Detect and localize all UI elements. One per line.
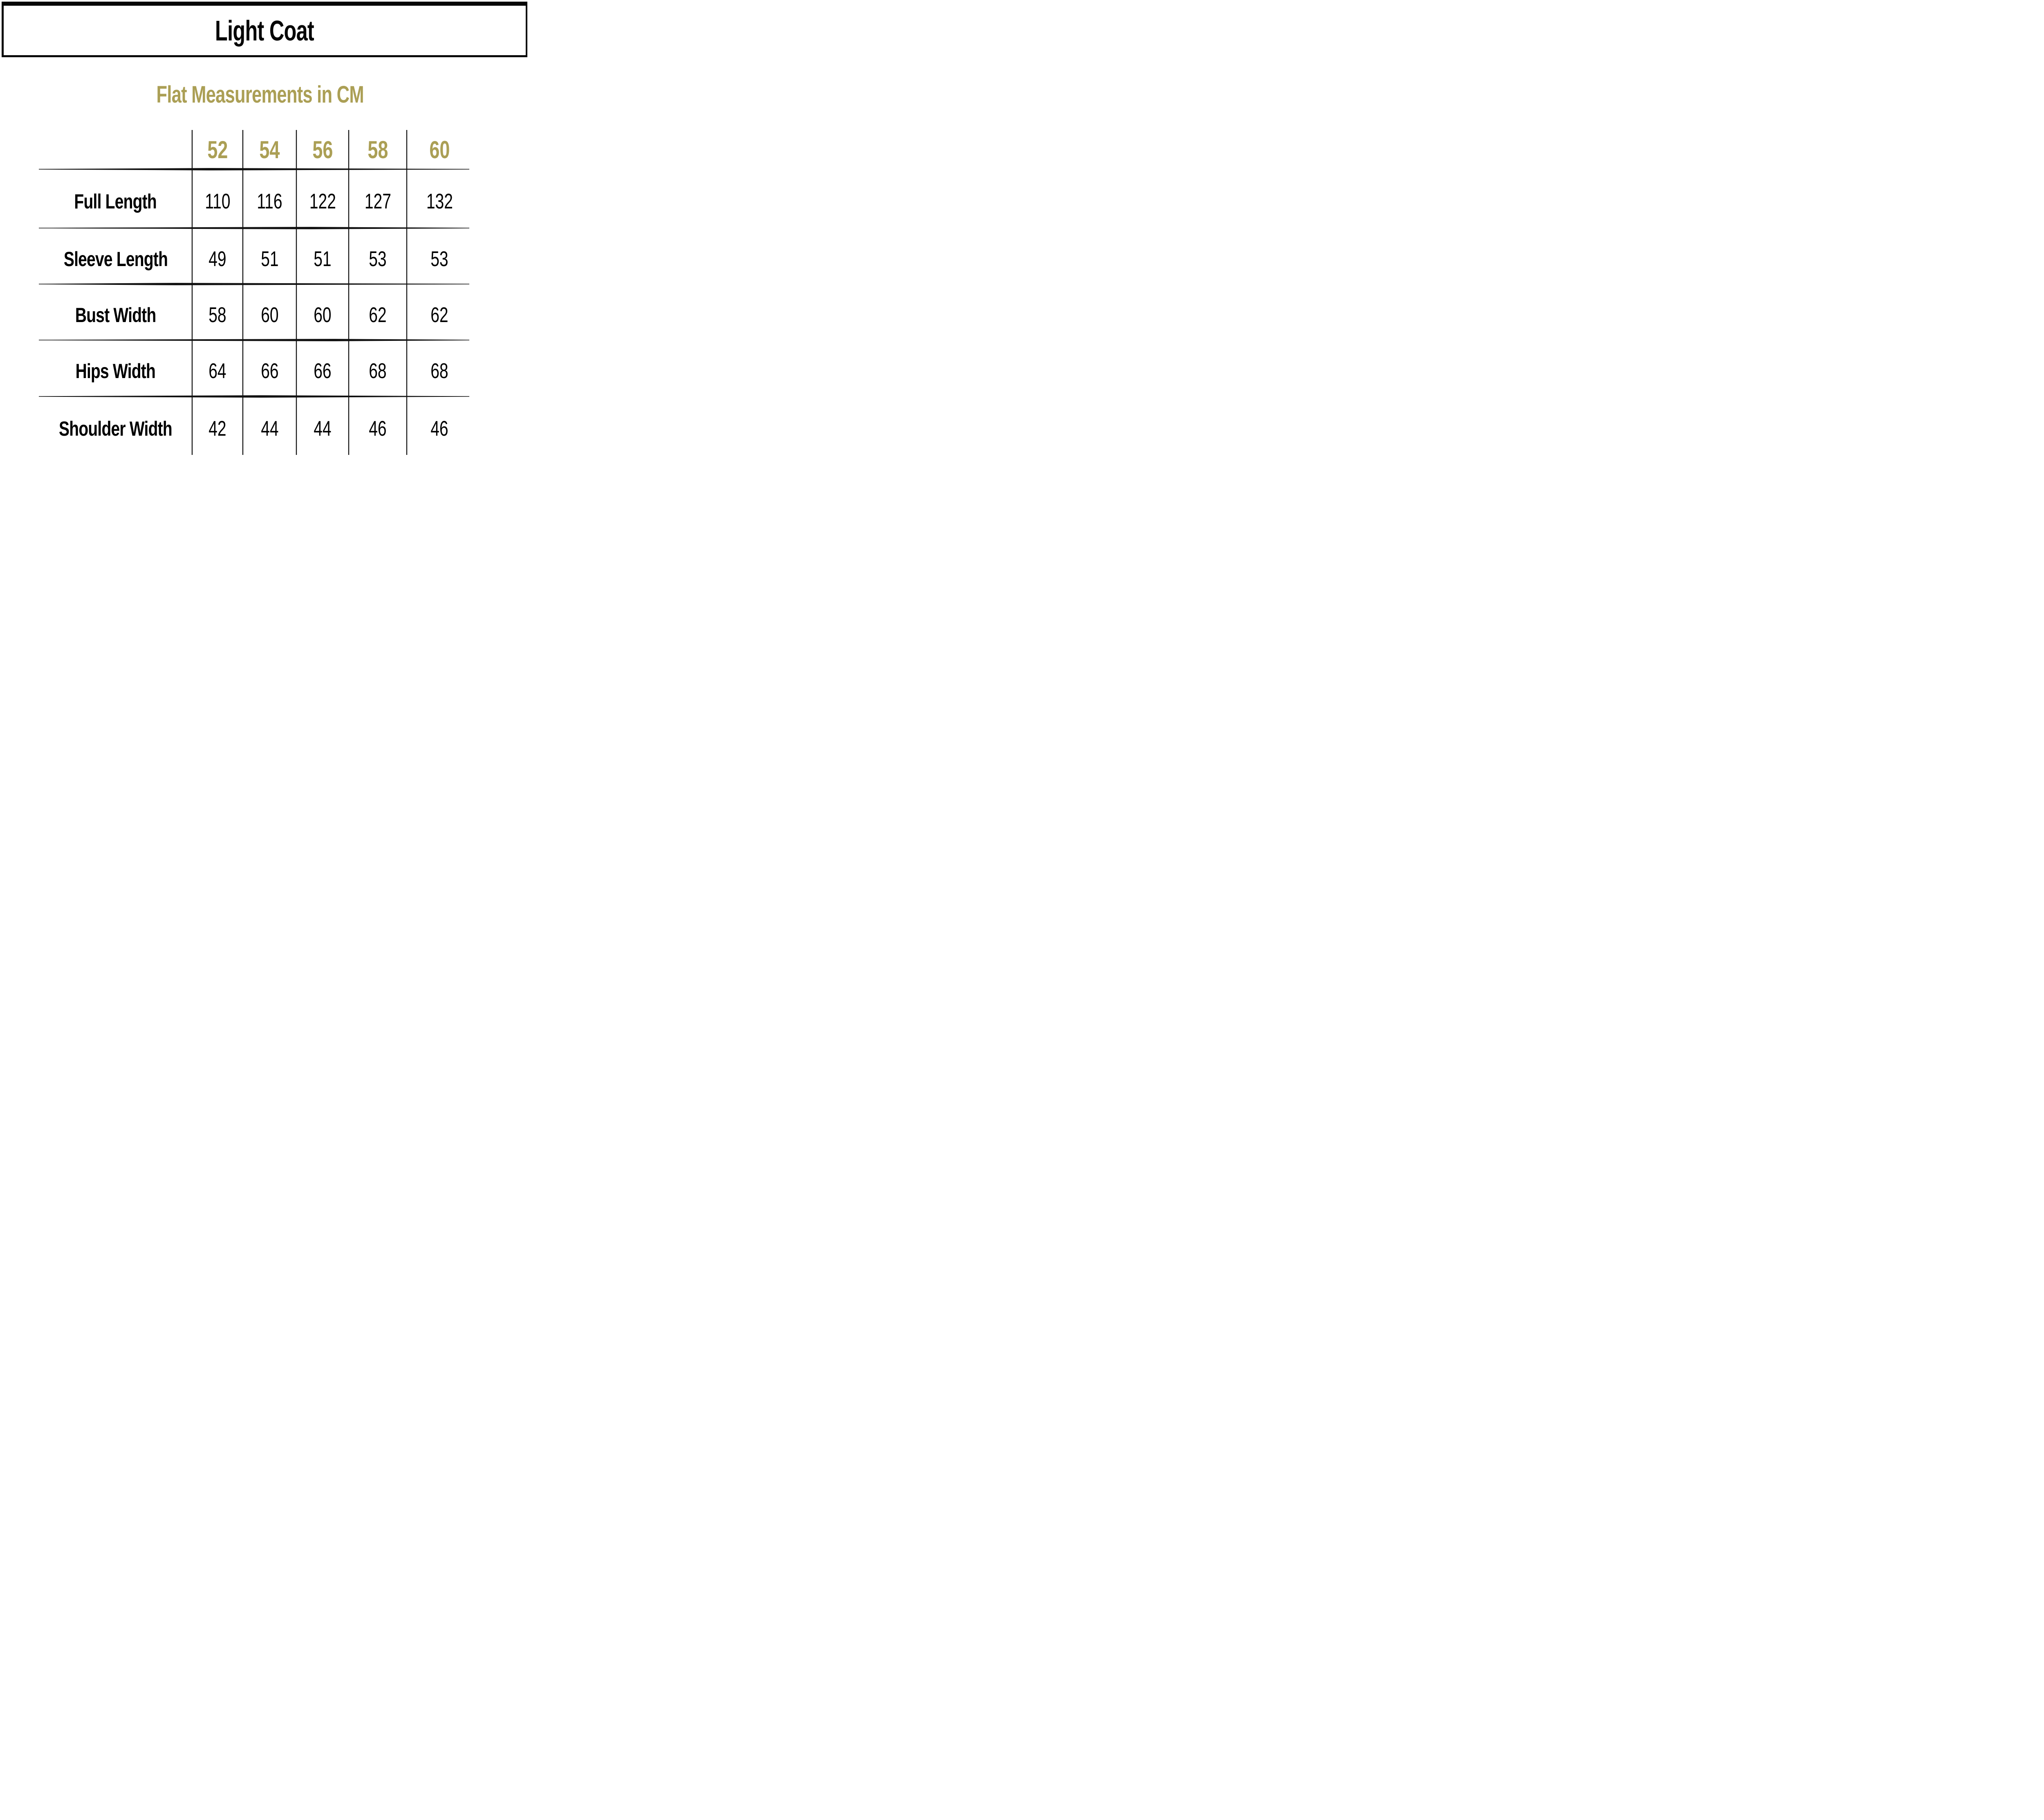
measurement-value: 127 [364,190,391,213]
size-chart-page: Light Coat Flat Measurements in CM 52 54… [0,0,531,455]
measurement-value: 44 [260,416,279,441]
measurement-cell: 62 [407,284,472,340]
row-label: Sleeve Length [39,228,192,284]
row-label: Bust Width [39,284,192,340]
measurement-value: 60 [260,303,279,327]
size-label: 58 [367,136,388,163]
measurement-value: 49 [208,247,226,271]
row-label-text: Shoulder Width [59,417,173,440]
measurement-cell: 53 [349,228,407,284]
row-label: Full Length [39,169,192,228]
measurement-value: 60 [314,303,332,327]
measurement-value: 66 [260,359,279,383]
size-column-header: 56 [296,130,349,169]
measurement-value: 62 [430,303,448,327]
measurement-value: 66 [314,359,332,383]
measurement-cell: 60 [243,284,296,340]
measurement-cell: 53 [407,228,472,284]
measurement-cell: 49 [192,228,243,284]
measurement-cell: 68 [349,340,407,396]
measurement-cell: 62 [349,284,407,340]
measurement-cell: 42 [192,396,243,455]
measurement-cell: 44 [296,396,349,455]
measurement-cell: 64 [192,340,243,396]
header-spacer-cell [39,130,192,169]
size-column-header: 58 [349,130,407,169]
size-label: 54 [259,136,280,163]
measurement-cell: 66 [296,340,349,396]
row-label-text: Sleeve Length [63,247,168,271]
measurement-value: 51 [260,247,279,271]
measurement-cell: 127 [349,169,407,228]
measurement-value: 58 [208,303,226,327]
measurement-value: 110 [204,190,231,213]
measurement-value: 64 [208,359,226,383]
size-label: 60 [429,136,450,163]
size-column-header: 54 [243,130,296,169]
size-label: 52 [207,136,228,163]
title-box: Light Coat [2,2,527,57]
measurement-cell: 51 [296,228,349,284]
size-label: 56 [312,136,333,163]
subtitle: Flat Measurements in CM [156,81,364,108]
measurement-cell: 68 [407,340,472,396]
measurement-value: 68 [430,359,448,383]
row-label: Shoulder Width [39,396,192,455]
measurement-value: 46 [430,416,448,441]
size-column-header: 52 [192,130,243,169]
measurement-value: 44 [314,416,332,441]
measurement-cell: 132 [407,169,472,228]
measurement-cell: 58 [192,284,243,340]
row-label: Hips Width [39,340,192,396]
measurement-cell: 122 [296,169,349,228]
measurement-cell: 46 [407,396,472,455]
measurement-value: 132 [426,190,453,213]
row-label-text: Full Length [74,190,157,213]
size-table: 52 54 56 58 60 Full Length 110 116 122 1… [39,130,472,455]
measurement-value: 53 [430,247,448,271]
measurement-cell: 44 [243,396,296,455]
measurement-value: 51 [314,247,332,271]
measurement-value: 116 [257,190,282,213]
measurement-cell: 110 [192,169,243,228]
measurement-value: 62 [369,303,387,327]
size-column-header: 60 [407,130,472,169]
measurement-value: 42 [208,416,226,441]
measurement-cell: 66 [243,340,296,396]
subtitle-wrap: Flat Measurements in CM [0,81,520,108]
measurement-value: 122 [309,190,336,213]
measurement-cell: 60 [296,284,349,340]
measurement-value: 46 [369,416,387,441]
measurement-cell: 116 [243,169,296,228]
measurement-cell: 51 [243,228,296,284]
page-title: Light Coat [215,14,315,47]
row-label-text: Hips Width [75,360,156,383]
measurement-cell: 46 [349,396,407,455]
row-label-text: Bust Width [75,303,156,327]
measurement-value: 53 [369,247,387,271]
measurement-value: 68 [369,359,387,383]
